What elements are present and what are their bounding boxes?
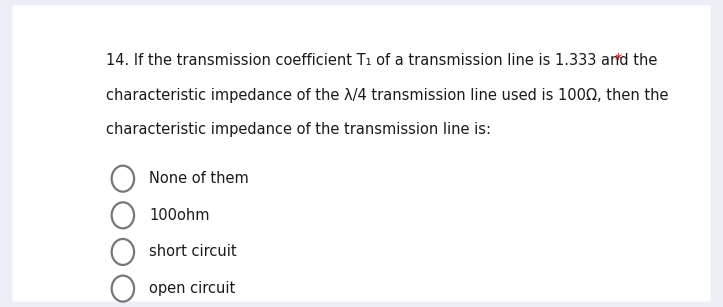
Text: open circuit: open circuit <box>149 281 236 296</box>
Text: characteristic impedance of the transmission line is:: characteristic impedance of the transmis… <box>106 122 491 137</box>
Text: 100ohm: 100ohm <box>149 208 210 223</box>
Text: characteristic impedance of the λ/4 transmission line used is 100Ω, then the: characteristic impedance of the λ/4 tran… <box>106 88 669 103</box>
Text: *: * <box>615 53 622 68</box>
Text: 14. If the transmission coefficient T₁ of a transmission line is 1.333 and the: 14. If the transmission coefficient T₁ o… <box>106 53 657 68</box>
Text: short circuit: short circuit <box>149 244 237 259</box>
Text: None of them: None of them <box>149 171 249 186</box>
